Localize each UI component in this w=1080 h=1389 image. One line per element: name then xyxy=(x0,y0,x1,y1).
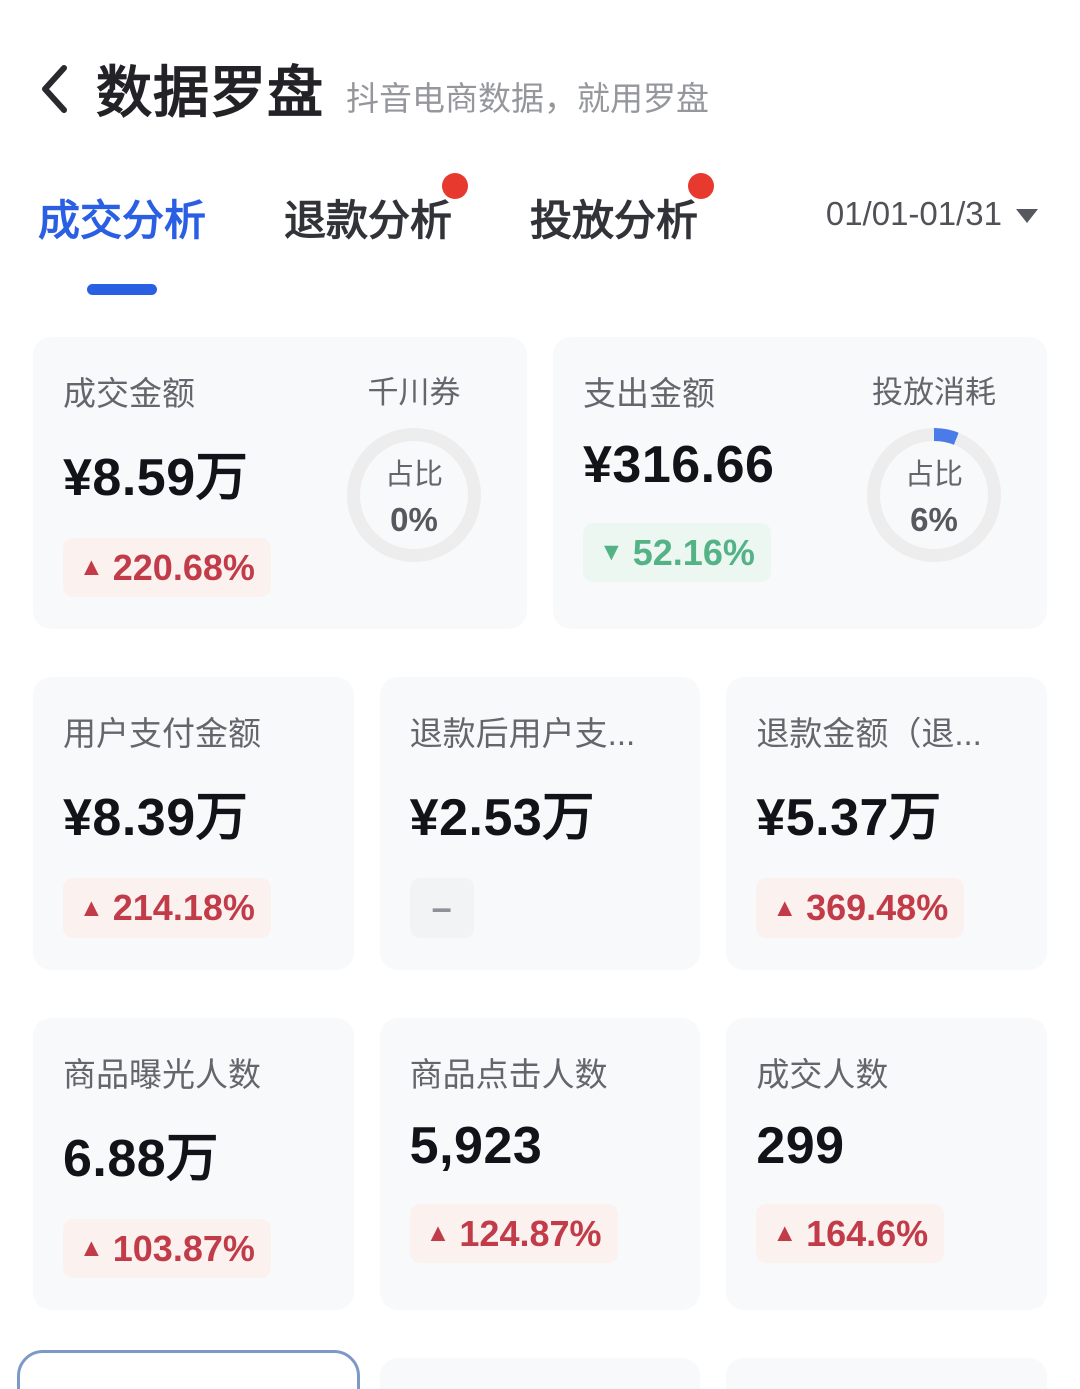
chevron-down-icon xyxy=(1016,209,1038,223)
back-chevron-icon xyxy=(42,64,67,113)
change-badge: ▲ 214.18% xyxy=(63,878,271,938)
metric-card-avg-order-value[interactable]: 客单价 ¥280.79 ▲ 18.74% xyxy=(379,1358,701,1389)
up-arrow-icon: ▲ xyxy=(79,553,104,582)
change-badge: ▲ 369.48% xyxy=(756,878,965,938)
metric-value: ¥316.66 xyxy=(583,436,775,494)
change-value: 369.48% xyxy=(806,887,949,929)
metric-label: 用户支付金额 xyxy=(63,715,261,753)
date-range-text: 01/01-01/31 xyxy=(825,195,1002,232)
donut-chart: 占比 0% xyxy=(347,428,481,562)
metric-value: ¥2.53万 xyxy=(409,789,595,848)
page-subtitle: 抖音电商数据，就用罗盘 xyxy=(346,79,709,117)
tab-label: 投放分析 xyxy=(530,197,699,244)
metric-card-product-clicks[interactable]: 商品点击人数 5,923 ▲ 124.87% xyxy=(379,1017,701,1311)
change-badge: ▲ 164.6% xyxy=(756,1203,945,1264)
metric-label: 退款金额（退... xyxy=(756,715,982,753)
down-arrow-icon: ▼ xyxy=(599,538,624,567)
back-button[interactable] xyxy=(38,63,72,115)
tab-ads-analysis[interactable]: 投放分析 xyxy=(530,173,715,248)
metric-card-deal-users[interactable]: 成交人数 299 ▲ 164.6% xyxy=(726,1017,1047,1311)
metric-card-refund-rate[interactable]: 退款率（支付... 69.76% ▲ 24.95% xyxy=(726,1358,1047,1389)
donut-hole: 占比 6% xyxy=(880,441,988,549)
metric-card-deal-amount[interactable]: 成交金额 ¥8.59万 ▲ 220.68% 千川券 占比 0% xyxy=(33,337,527,630)
metric-card-refund-amount[interactable]: 退款金额（退... ¥5.37万 ▲ 369.48% xyxy=(726,677,1047,970)
metric-label: 成交金额 xyxy=(63,375,195,412)
metric-label: 退款后用户支... xyxy=(409,715,636,753)
tab-label: 退款分析 xyxy=(284,197,453,244)
donut-label: 千川券 xyxy=(367,375,461,410)
metric-card-user-pay-amount[interactable]: 用户支付金额 ¥8.39万 ▲ 214.18% xyxy=(33,677,354,970)
tab-deal-analysis[interactable]: 成交分析 xyxy=(38,187,206,295)
up-arrow-icon: ▲ xyxy=(79,893,104,922)
change-value: 52.16% xyxy=(632,532,755,573)
metric-label: 成交人数 xyxy=(756,1055,889,1093)
date-range-selector[interactable]: 01/01-01/31 xyxy=(826,187,1038,233)
up-arrow-icon: ▲ xyxy=(79,1234,104,1263)
metrics-grid: 成交金额 ¥8.59万 ▲ 220.68% 千川券 占比 0% 支出金 xyxy=(0,337,1080,1389)
donut-inner-label: 占比 xyxy=(904,459,963,491)
metric-value: 5,923 xyxy=(409,1116,543,1175)
donut-percent: 6% xyxy=(910,501,958,538)
donut-chart: 占比 6% xyxy=(867,428,1001,562)
notification-dot xyxy=(688,173,715,199)
metrics-row-2: 用户支付金额 ¥8.39万 ▲ 214.18% 退款后用户支... ¥2.53万… xyxy=(33,677,1047,970)
donut-inner-label: 占比 xyxy=(384,459,443,491)
tab-bar: 成交分析 退款分析 投放分析 01/01-01/31 xyxy=(0,173,1080,295)
change-value: 220.68% xyxy=(112,547,255,588)
change-badge: ▲ 103.87% xyxy=(63,1218,271,1279)
change-value: 214.18% xyxy=(112,887,255,929)
change-badge: – xyxy=(409,878,474,938)
metric-value: 6.88万 xyxy=(63,1129,219,1188)
metrics-row-1: 成交金额 ¥8.59万 ▲ 220.68% 千川券 占比 0% 支出金 xyxy=(33,337,1047,630)
metric-value: 299 xyxy=(756,1116,845,1175)
metrics-row-3: 商品曝光人数 6.88万 ▲ 103.87% 商品点击人数 5,923 ▲ 12… xyxy=(33,1017,1047,1311)
change-badge: ▲ 220.68% xyxy=(63,538,271,598)
donut-label: 投放消耗 xyxy=(872,375,996,410)
metric-card-deal-orders[interactable]: 成交订单数 369 ▲ 179.55% xyxy=(17,1350,360,1389)
metric-label: 商品点击人数 xyxy=(409,1055,608,1093)
metrics-row-4: 成交订单数 369 ▲ 179.55% 客单价 ¥280.79 ▲ 18.74%… xyxy=(17,1350,1047,1389)
change-badge: ▼ 52.16% xyxy=(583,523,771,583)
donut-hole: 占比 0% xyxy=(360,441,468,549)
metric-label: 支出金额 xyxy=(583,375,715,412)
change-value: 164.6% xyxy=(806,1212,929,1254)
notification-dot xyxy=(442,173,469,199)
metric-card-spend-amount[interactable]: 支出金额 ¥316.66 ▼ 52.16% 投放消耗 占比 6% xyxy=(553,337,1047,630)
up-arrow-icon: ▲ xyxy=(772,893,798,922)
page-title: 数据罗盘 xyxy=(96,61,324,124)
tab-label: 成交分析 xyxy=(38,197,207,244)
change-badge: ▲ 124.87% xyxy=(409,1203,618,1264)
up-arrow-icon: ▲ xyxy=(425,1219,451,1248)
metric-value: ¥8.39万 xyxy=(63,789,249,848)
app-header: 数据罗盘 抖音电商数据，就用罗盘 xyxy=(0,0,1080,129)
metric-value: ¥5.37万 xyxy=(756,789,942,848)
metric-label: 成交订单数 xyxy=(64,1383,229,1389)
donut-percent: 0% xyxy=(390,501,438,538)
metric-card-pay-after-refund[interactable]: 退款后用户支... ¥2.53万 – xyxy=(379,677,701,970)
change-value: 124.87% xyxy=(459,1212,602,1254)
metric-value: ¥8.59万 xyxy=(63,449,249,507)
active-tab-underline xyxy=(87,284,157,295)
metric-card-product-exposure[interactable]: 商品曝光人数 6.88万 ▲ 103.87% xyxy=(33,1017,354,1311)
metric-label: 商品曝光人数 xyxy=(63,1055,261,1093)
change-value: 103.87% xyxy=(112,1227,255,1269)
change-value: – xyxy=(431,887,452,929)
up-arrow-icon: ▲ xyxy=(772,1219,798,1248)
tab-refund-analysis[interactable]: 退款分析 xyxy=(284,173,469,248)
